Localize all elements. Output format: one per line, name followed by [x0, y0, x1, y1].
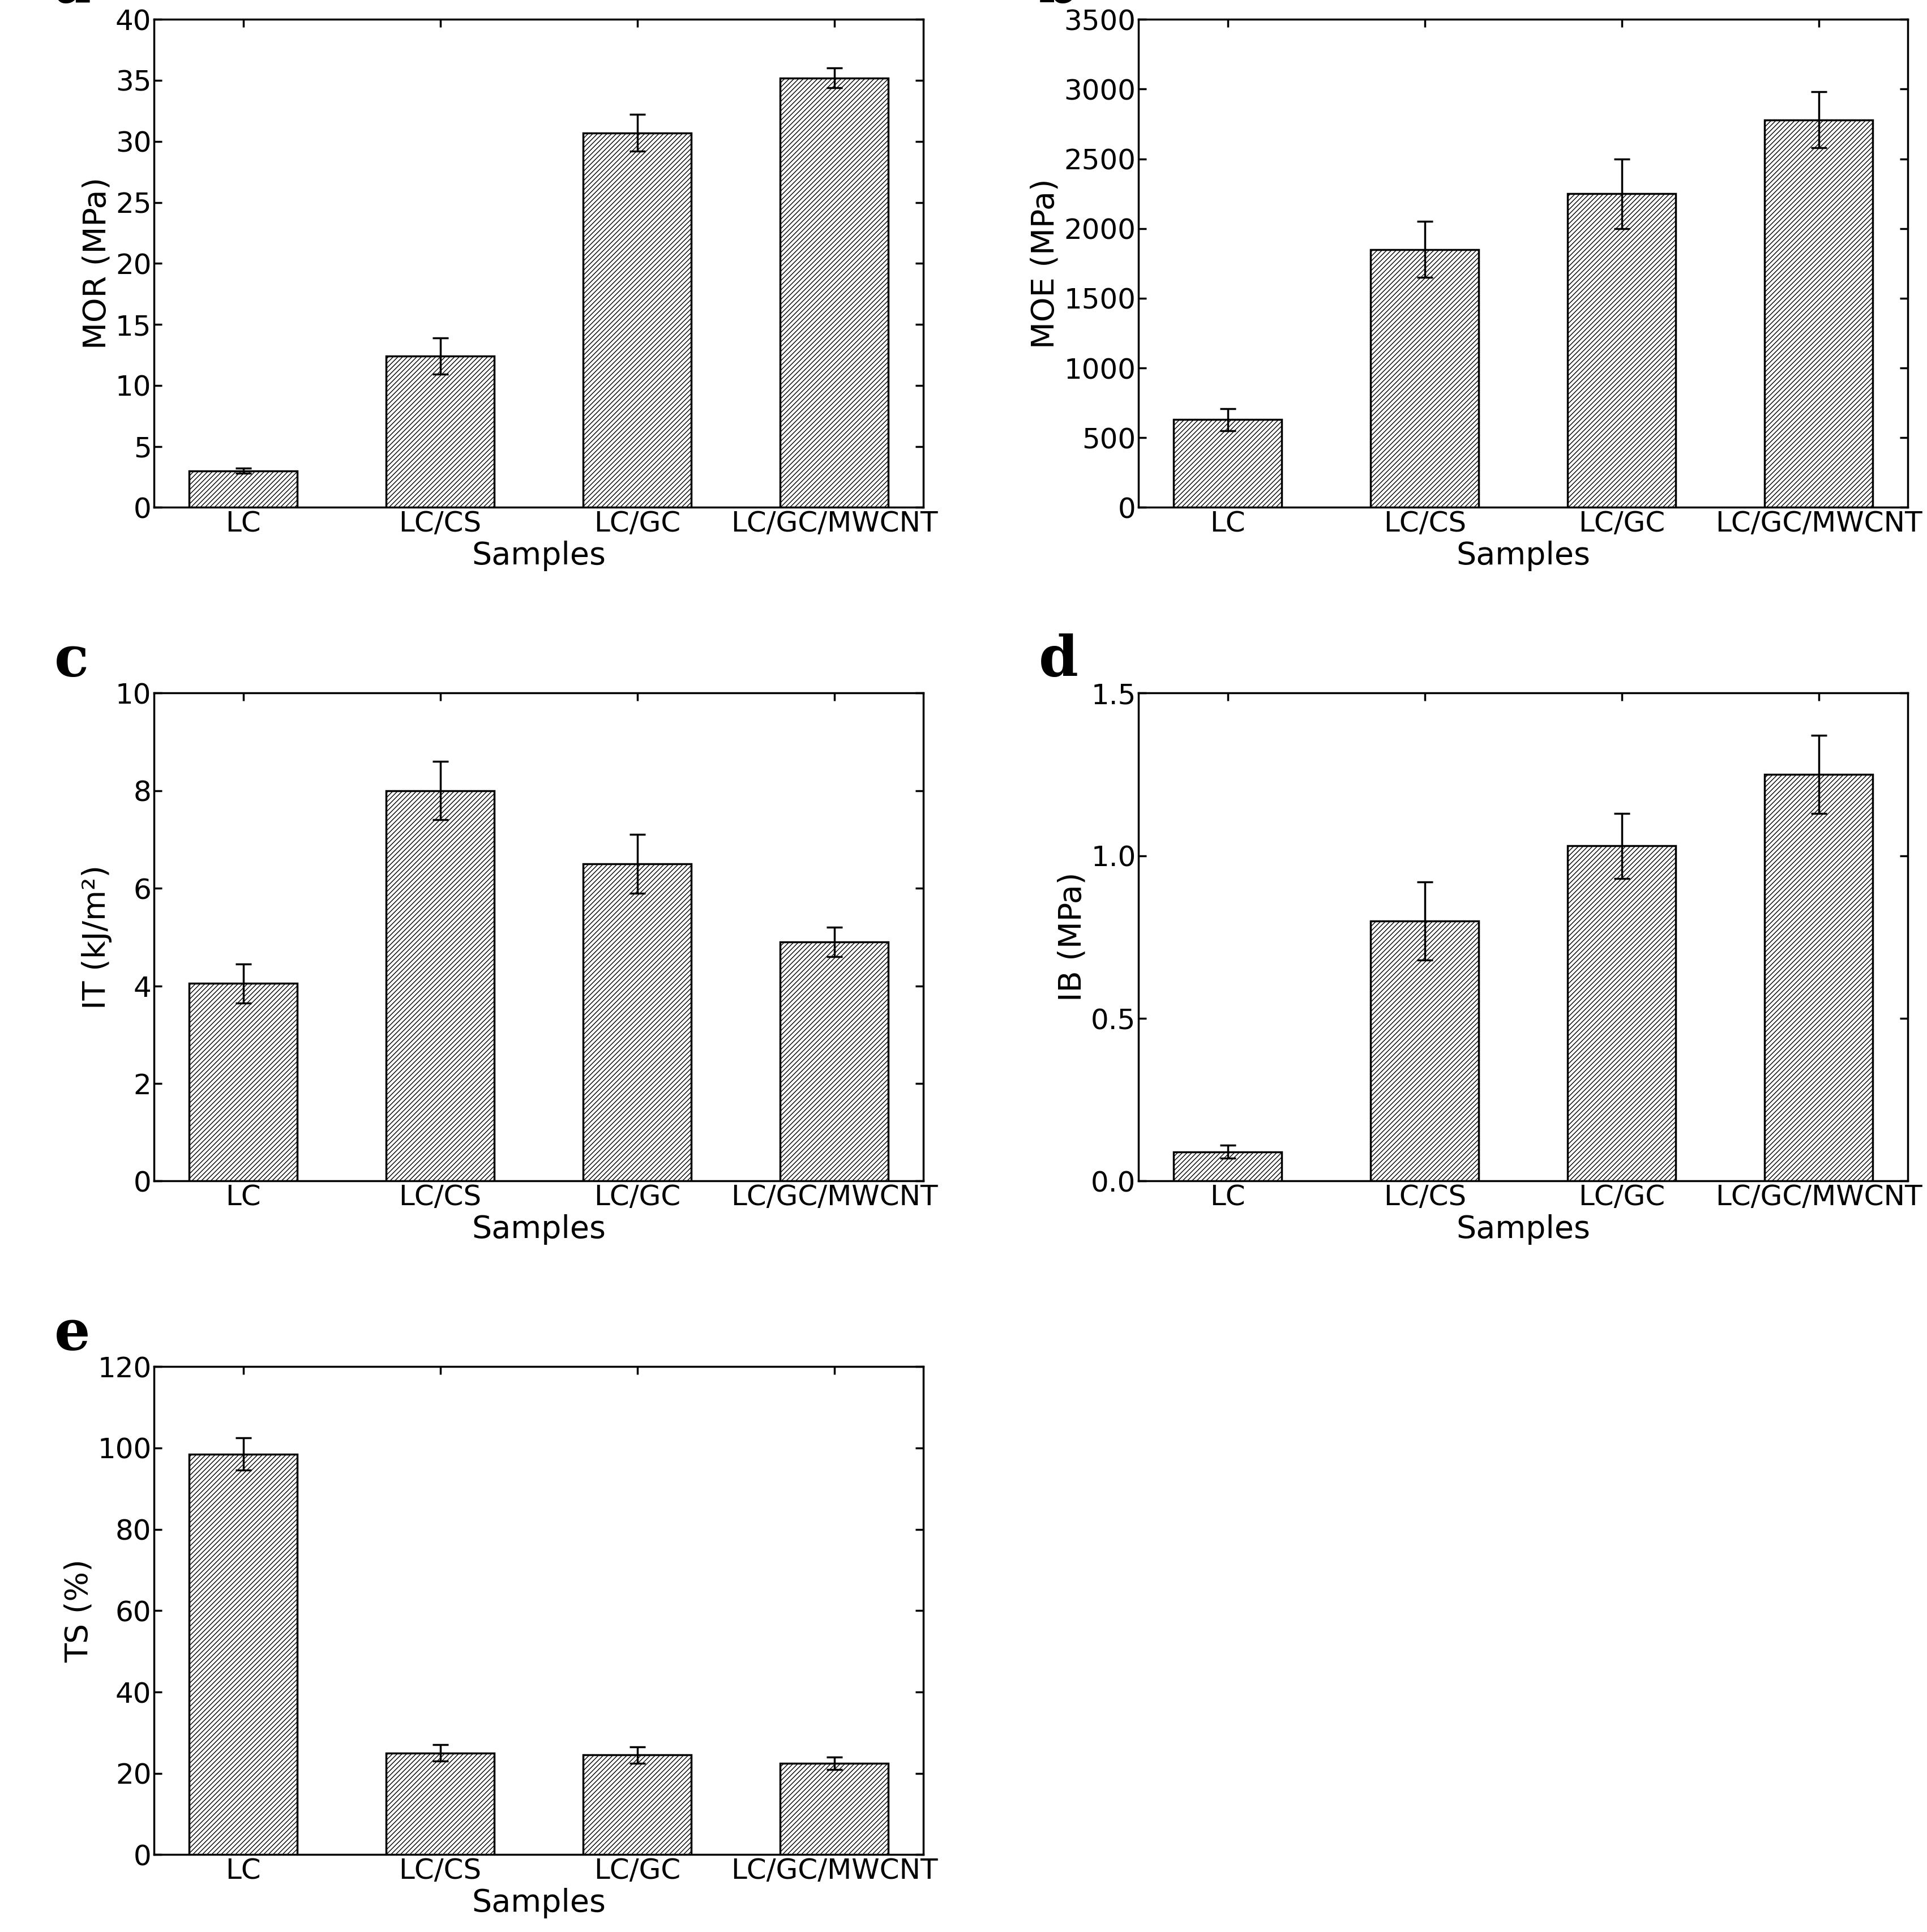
- X-axis label: Samples: Samples: [1457, 1213, 1590, 1244]
- Bar: [189, 471, 297, 508]
- X-axis label: Samples: Samples: [1457, 541, 1590, 572]
- Bar: [1174, 1151, 1281, 1180]
- Y-axis label: IT (kJ/m²): IT (kJ/m²): [81, 866, 112, 1009]
- Bar: [1765, 775, 1873, 1180]
- Y-axis label: TS (%): TS (%): [64, 1559, 94, 1662]
- X-axis label: Samples: Samples: [472, 541, 605, 572]
- X-axis label: Samples: Samples: [472, 1213, 605, 1244]
- Text: d: d: [1039, 634, 1079, 688]
- Bar: [385, 355, 495, 508]
- Bar: [780, 943, 888, 1180]
- Bar: [189, 983, 297, 1180]
- Bar: [780, 77, 888, 508]
- Text: a: a: [54, 0, 91, 14]
- Bar: [1765, 120, 1873, 508]
- Bar: [1567, 193, 1676, 508]
- Bar: [1567, 846, 1676, 1180]
- Bar: [584, 1754, 692, 1855]
- Y-axis label: IB (MPa): IB (MPa): [1058, 873, 1087, 1001]
- Text: b: b: [1039, 0, 1079, 14]
- Bar: [584, 864, 692, 1180]
- Text: c: c: [54, 634, 89, 688]
- Bar: [385, 1752, 495, 1855]
- X-axis label: Samples: Samples: [472, 1888, 605, 1918]
- Bar: [1370, 249, 1478, 508]
- Text: e: e: [54, 1306, 91, 1362]
- Bar: [385, 790, 495, 1180]
- Bar: [584, 133, 692, 508]
- Y-axis label: MOR (MPa): MOR (MPa): [81, 178, 112, 350]
- Bar: [1370, 922, 1478, 1180]
- Bar: [1174, 419, 1281, 508]
- Y-axis label: MOE (MPa): MOE (MPa): [1031, 178, 1062, 348]
- Bar: [780, 1764, 888, 1855]
- Bar: [189, 1455, 297, 1855]
